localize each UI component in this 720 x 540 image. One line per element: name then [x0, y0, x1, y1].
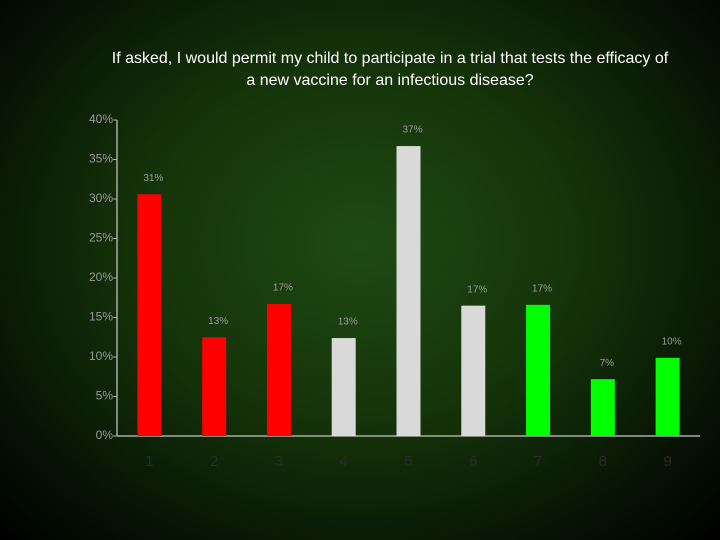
bar: [461, 305, 486, 436]
y-tick-label: 10%: [89, 349, 113, 363]
value-label: 7%: [600, 358, 615, 369]
value-label: 31%: [143, 173, 163, 184]
value-label: 17%: [273, 283, 293, 294]
bar: [655, 357, 680, 436]
x-tick-label: 9: [663, 453, 671, 470]
x-tick-label: 8: [599, 453, 607, 470]
x-tick-label: 4: [340, 453, 348, 470]
x-tick-label: 2: [210, 453, 218, 470]
value-label: 10%: [662, 336, 682, 347]
bar: [266, 304, 291, 436]
value-label: 13%: [208, 316, 228, 327]
value-label: 17%: [532, 284, 552, 295]
bar: [137, 194, 162, 436]
y-tick-label: 15%: [89, 310, 113, 324]
y-tick-label: 25%: [89, 231, 113, 245]
chart-title: If asked, I would permit my child to par…: [111, 50, 669, 89]
bar: [526, 304, 551, 436]
x-tick-label: 5: [404, 453, 412, 470]
bar: [202, 337, 227, 436]
y-tick-label: 40%: [89, 112, 113, 126]
y-tick-label: 5%: [96, 389, 114, 403]
x-tick-label: 7: [534, 453, 542, 470]
value-label: 37%: [402, 125, 422, 136]
x-tick-label: 3: [275, 453, 283, 470]
x-tick-label: 6: [469, 453, 477, 470]
x-tick-label: 1: [145, 453, 153, 470]
y-tick-label: 20%: [89, 270, 113, 284]
bar: [331, 338, 356, 436]
y-tick-label: 0%: [96, 428, 114, 442]
value-label: 17%: [467, 284, 487, 295]
bar: [590, 379, 615, 436]
bar: [396, 146, 421, 436]
value-label: 13%: [338, 317, 358, 328]
y-tick-label: 35%: [89, 152, 113, 166]
y-tick-label: 30%: [89, 191, 113, 205]
